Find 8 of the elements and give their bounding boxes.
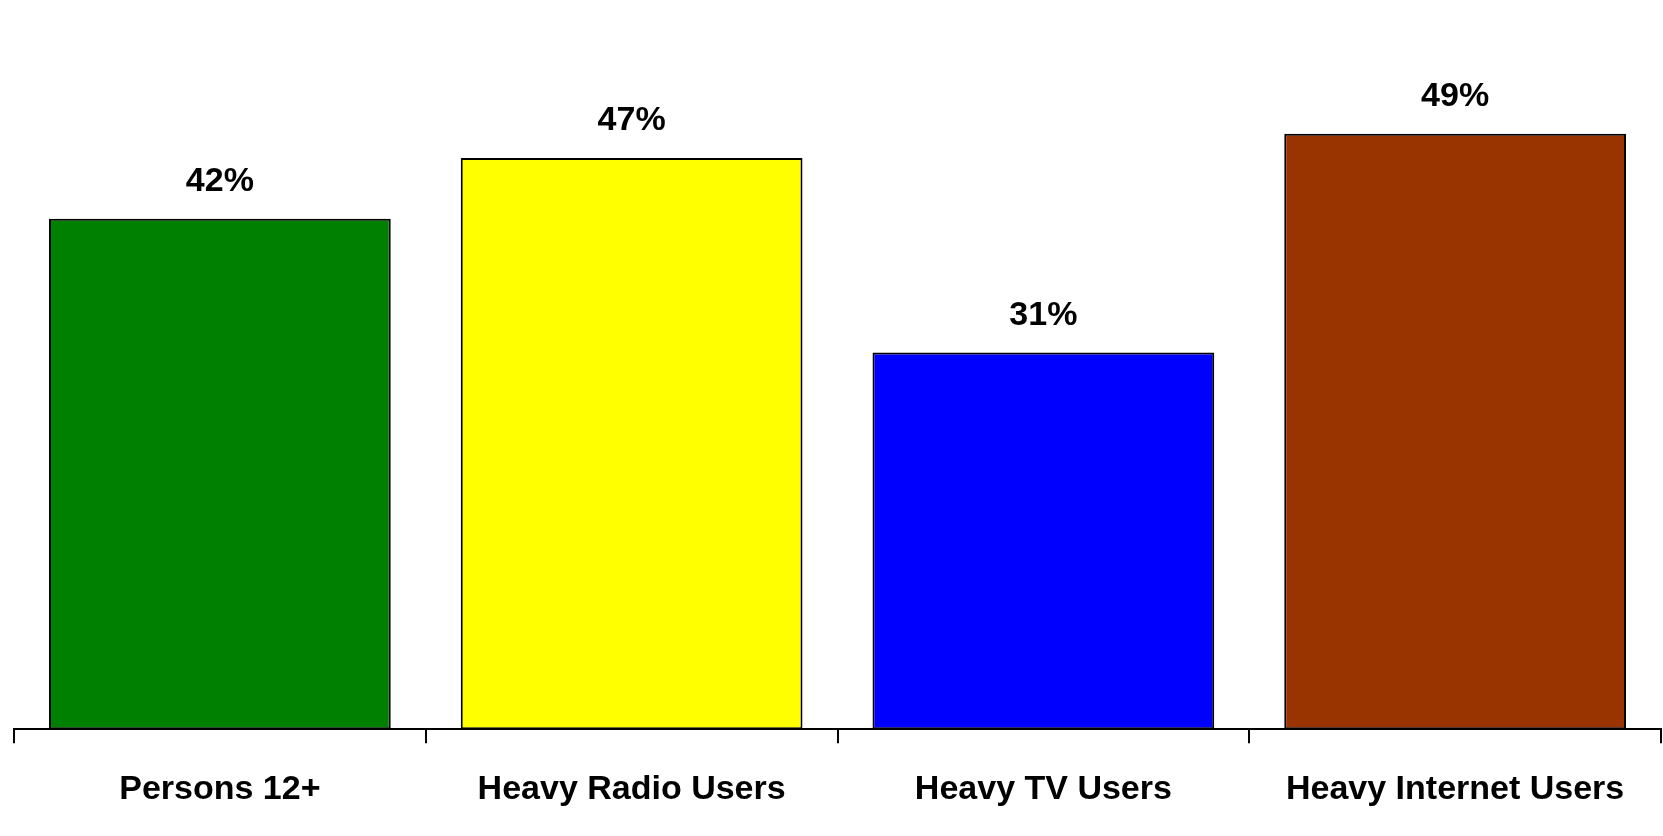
x-tick-label: Heavy TV Users — [914, 767, 1172, 806]
x-tick-label: Heavy Radio Users — [477, 767, 786, 806]
x-tick-label: Persons 12+ — [119, 767, 321, 806]
data-label: 49% — [1421, 75, 1490, 114]
data-label: 42% — [185, 160, 254, 199]
data-label: 47% — [597, 99, 666, 138]
data-label: 31% — [1009, 293, 1078, 332]
x-tick-label: Heavy Internet Users — [1285, 767, 1625, 806]
